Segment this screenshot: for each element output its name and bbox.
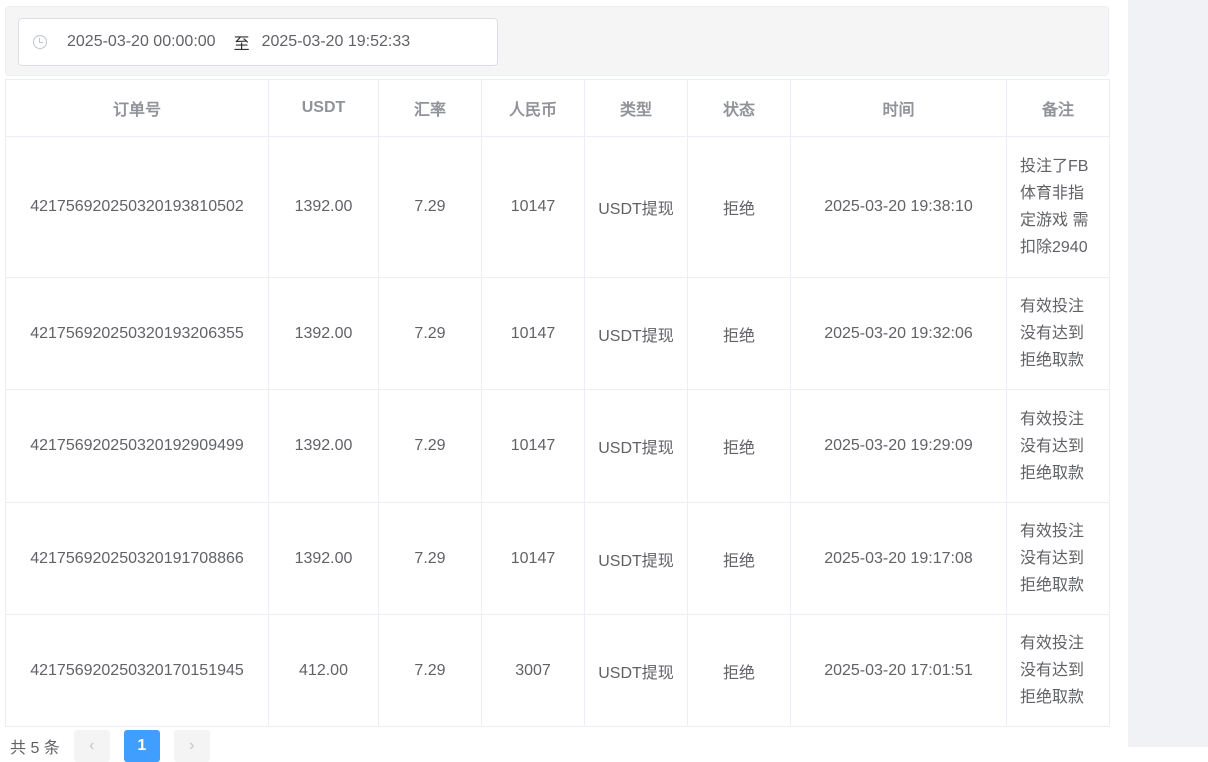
column-header-type: 类型 (584, 79, 688, 137)
cell-time: 2025-03-20 19:38:10 (790, 136, 1007, 278)
cell-type: USDT提现 (584, 614, 688, 727)
cell-usdt: 1392.00 (268, 277, 379, 390)
cell-time: 2025-03-20 19:17:08 (790, 502, 1007, 615)
cell-rmb: 10147 (481, 502, 585, 615)
start-date[interactable]: 2025-03-20 00:00:00 (67, 33, 216, 50)
pagination: 共 5 条 ‹ 1 › (10, 730, 210, 762)
cell-usdt: 1392.00 (268, 136, 379, 278)
cell-usdt: 1392.00 (268, 389, 379, 503)
cell-order-id: 421756920250320191708866 (5, 502, 269, 615)
cell-status: 拒绝 (687, 614, 791, 727)
cell-time: 2025-03-20 17:01:51 (790, 614, 1007, 727)
cell-time: 2025-03-20 19:32:06 (790, 277, 1007, 390)
column-header-usdt: USDT (268, 79, 379, 137)
cell-rmb: 3007 (481, 614, 585, 727)
filter-bar: 2025-03-20 00:00:00 至 2025-03-20 19:52:3… (5, 6, 1109, 76)
cell-rate: 7.29 (378, 136, 482, 278)
end-date[interactable]: 2025-03-20 19:52:33 (261, 33, 411, 50)
column-header-rate: 汇率 (378, 79, 482, 137)
cell-rate: 7.29 (378, 614, 482, 727)
cell-status: 拒绝 (687, 136, 791, 278)
column-header-order-id: 订单号 (5, 79, 269, 137)
table-row: 421756920250320193206355 1392.00 7.29 10147… (5, 277, 1110, 390)
cell-usdt: 1392.00 (268, 502, 379, 615)
cell-type: USDT提现 (584, 389, 688, 503)
cell-usdt: 412.00 (268, 614, 379, 727)
clock-icon (33, 35, 47, 49)
column-header-rmb: 人民币 (481, 79, 585, 137)
cell-status: 拒绝 (687, 277, 791, 390)
cell-rmb: 10147 (481, 277, 585, 390)
table-row: 421756920250320170151945 412.00 7.29 3007 US… (5, 614, 1110, 727)
side-panel (1128, 0, 1208, 747)
cell-rmb: 10147 (481, 389, 585, 503)
prev-page-button[interactable]: ‹ (73, 730, 110, 762)
cell-remark: 有效投注没有达到拒绝取款 (1006, 502, 1110, 615)
table-row: 421756920250320192909499 1392.00 7.29 10147… (5, 389, 1110, 503)
cell-remark: 有效投注没有达到拒绝取款 (1006, 389, 1110, 503)
cell-type: USDT提现 (584, 136, 688, 278)
cell-order-id: 421756920250320170151945 (5, 614, 269, 727)
cell-rate: 7.29 (378, 277, 482, 390)
orders-table: 订单号 USDT 汇率 人民币 类型 状态 时间 备注 4217569202503201938… (5, 79, 1110, 727)
column-header-status: 状态 (687, 79, 791, 137)
column-header-time: 时间 (790, 79, 1007, 137)
cell-rmb: 10147 (481, 136, 585, 278)
cell-order-id: 421756920250320193810502 (5, 136, 269, 278)
cell-type: USDT提现 (584, 277, 688, 390)
cell-order-id: 421756920250320193206355 (5, 277, 269, 390)
cell-remark: 投注了FB体育非指定游戏 需扣除2940 (1006, 136, 1110, 278)
cell-rate: 7.29 (378, 389, 482, 503)
date-range-picker[interactable]: 2025-03-20 00:00:00 至 2025-03-20 19:52:3… (18, 18, 498, 66)
next-page-button[interactable]: › (173, 730, 210, 762)
cell-remark: 有效投注没有达到拒绝取款 (1006, 277, 1110, 390)
page-1-button[interactable]: 1 (123, 730, 160, 762)
cell-time: 2025-03-20 19:29:09 (790, 389, 1007, 503)
table-row: 421756920250320191708866 1392.00 7.29 10147… (5, 502, 1110, 615)
table-row: 421756920250320193810502 1392.00 7.29 10147… (5, 136, 1110, 278)
cell-type: USDT提现 (584, 502, 688, 615)
total-count: 共 5 条 (10, 740, 60, 757)
cell-status: 拒绝 (687, 502, 791, 615)
cell-remark: 有效投注没有达到拒绝取款 (1006, 614, 1110, 727)
column-header-remark: 备注 (1006, 79, 1110, 137)
cell-order-id: 421756920250320192909499 (5, 389, 269, 503)
cell-rate: 7.29 (378, 502, 482, 615)
range-separator: 至 (233, 36, 250, 53)
cell-status: 拒绝 (687, 389, 791, 503)
